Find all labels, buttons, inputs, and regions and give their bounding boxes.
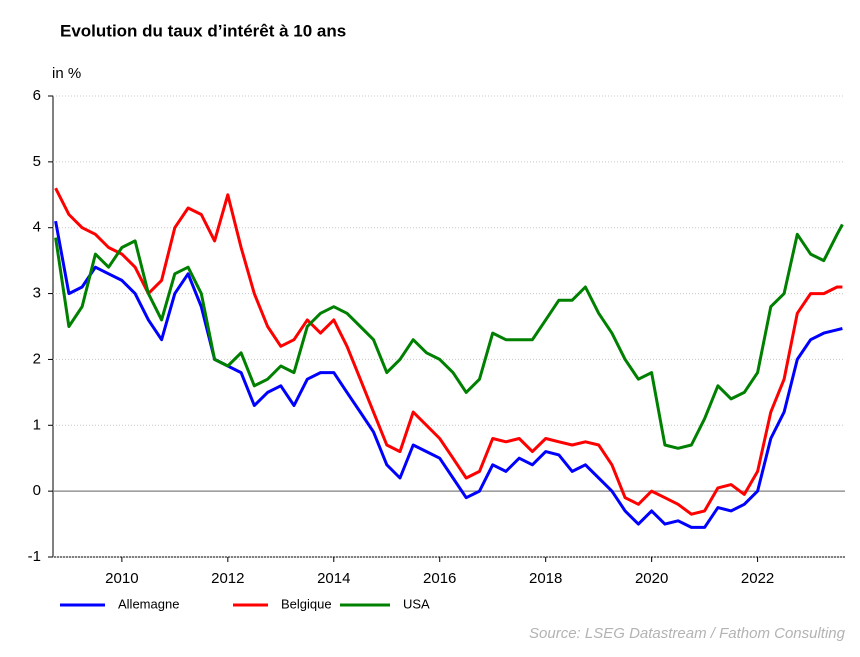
series-line	[54, 187, 843, 516]
legend-label: USA	[403, 596, 430, 611]
y-tick-label: 0	[33, 482, 41, 499]
chart-title: Evolution du taux d’intérêt à 10 ans	[60, 21, 346, 40]
x-tick-label: 2020	[635, 570, 668, 587]
source: Source: LSEG Datastream / Fathom Consult…	[529, 625, 846, 642]
series-line	[54, 223, 844, 450]
y-tick-label: 5	[33, 153, 41, 170]
y-axis-label: in %	[52, 65, 81, 82]
x-tick-label: 2010	[105, 570, 138, 587]
y-tick-label: 6	[33, 87, 41, 104]
series-line	[54, 220, 843, 529]
x-tick-label: 2014	[317, 570, 350, 587]
y-tick-label: 3	[33, 285, 41, 302]
x-tick-label: 2016	[423, 570, 456, 587]
y-tick-label: 4	[33, 219, 41, 236]
y-tick-label: -1	[28, 548, 41, 565]
x-tick-label: 2018	[529, 570, 562, 587]
legend-label: Belgique	[281, 596, 332, 611]
legend-label: Allemagne	[118, 596, 179, 611]
x-tick-label: 2022	[741, 570, 774, 587]
x-tick-label: 2012	[211, 570, 244, 587]
y-tick-label: 1	[33, 416, 41, 433]
y-tick-label: 2	[33, 350, 41, 367]
